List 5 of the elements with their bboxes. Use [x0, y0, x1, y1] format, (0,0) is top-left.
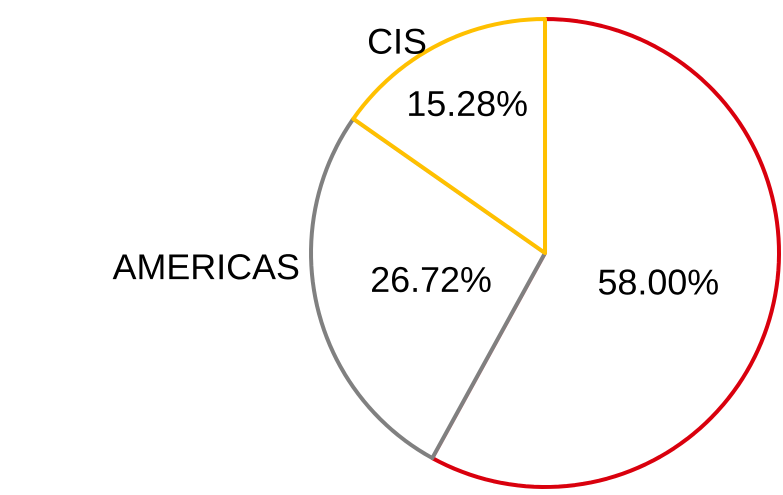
- slice-label: AMERICAS: [112, 254, 298, 280]
- data-label: 26.72%: [372, 266, 491, 292]
- slice-label: CIS: [368, 28, 426, 54]
- data-label: 15.28%: [409, 90, 527, 116]
- data-label: 58.00%: [598, 269, 718, 295]
